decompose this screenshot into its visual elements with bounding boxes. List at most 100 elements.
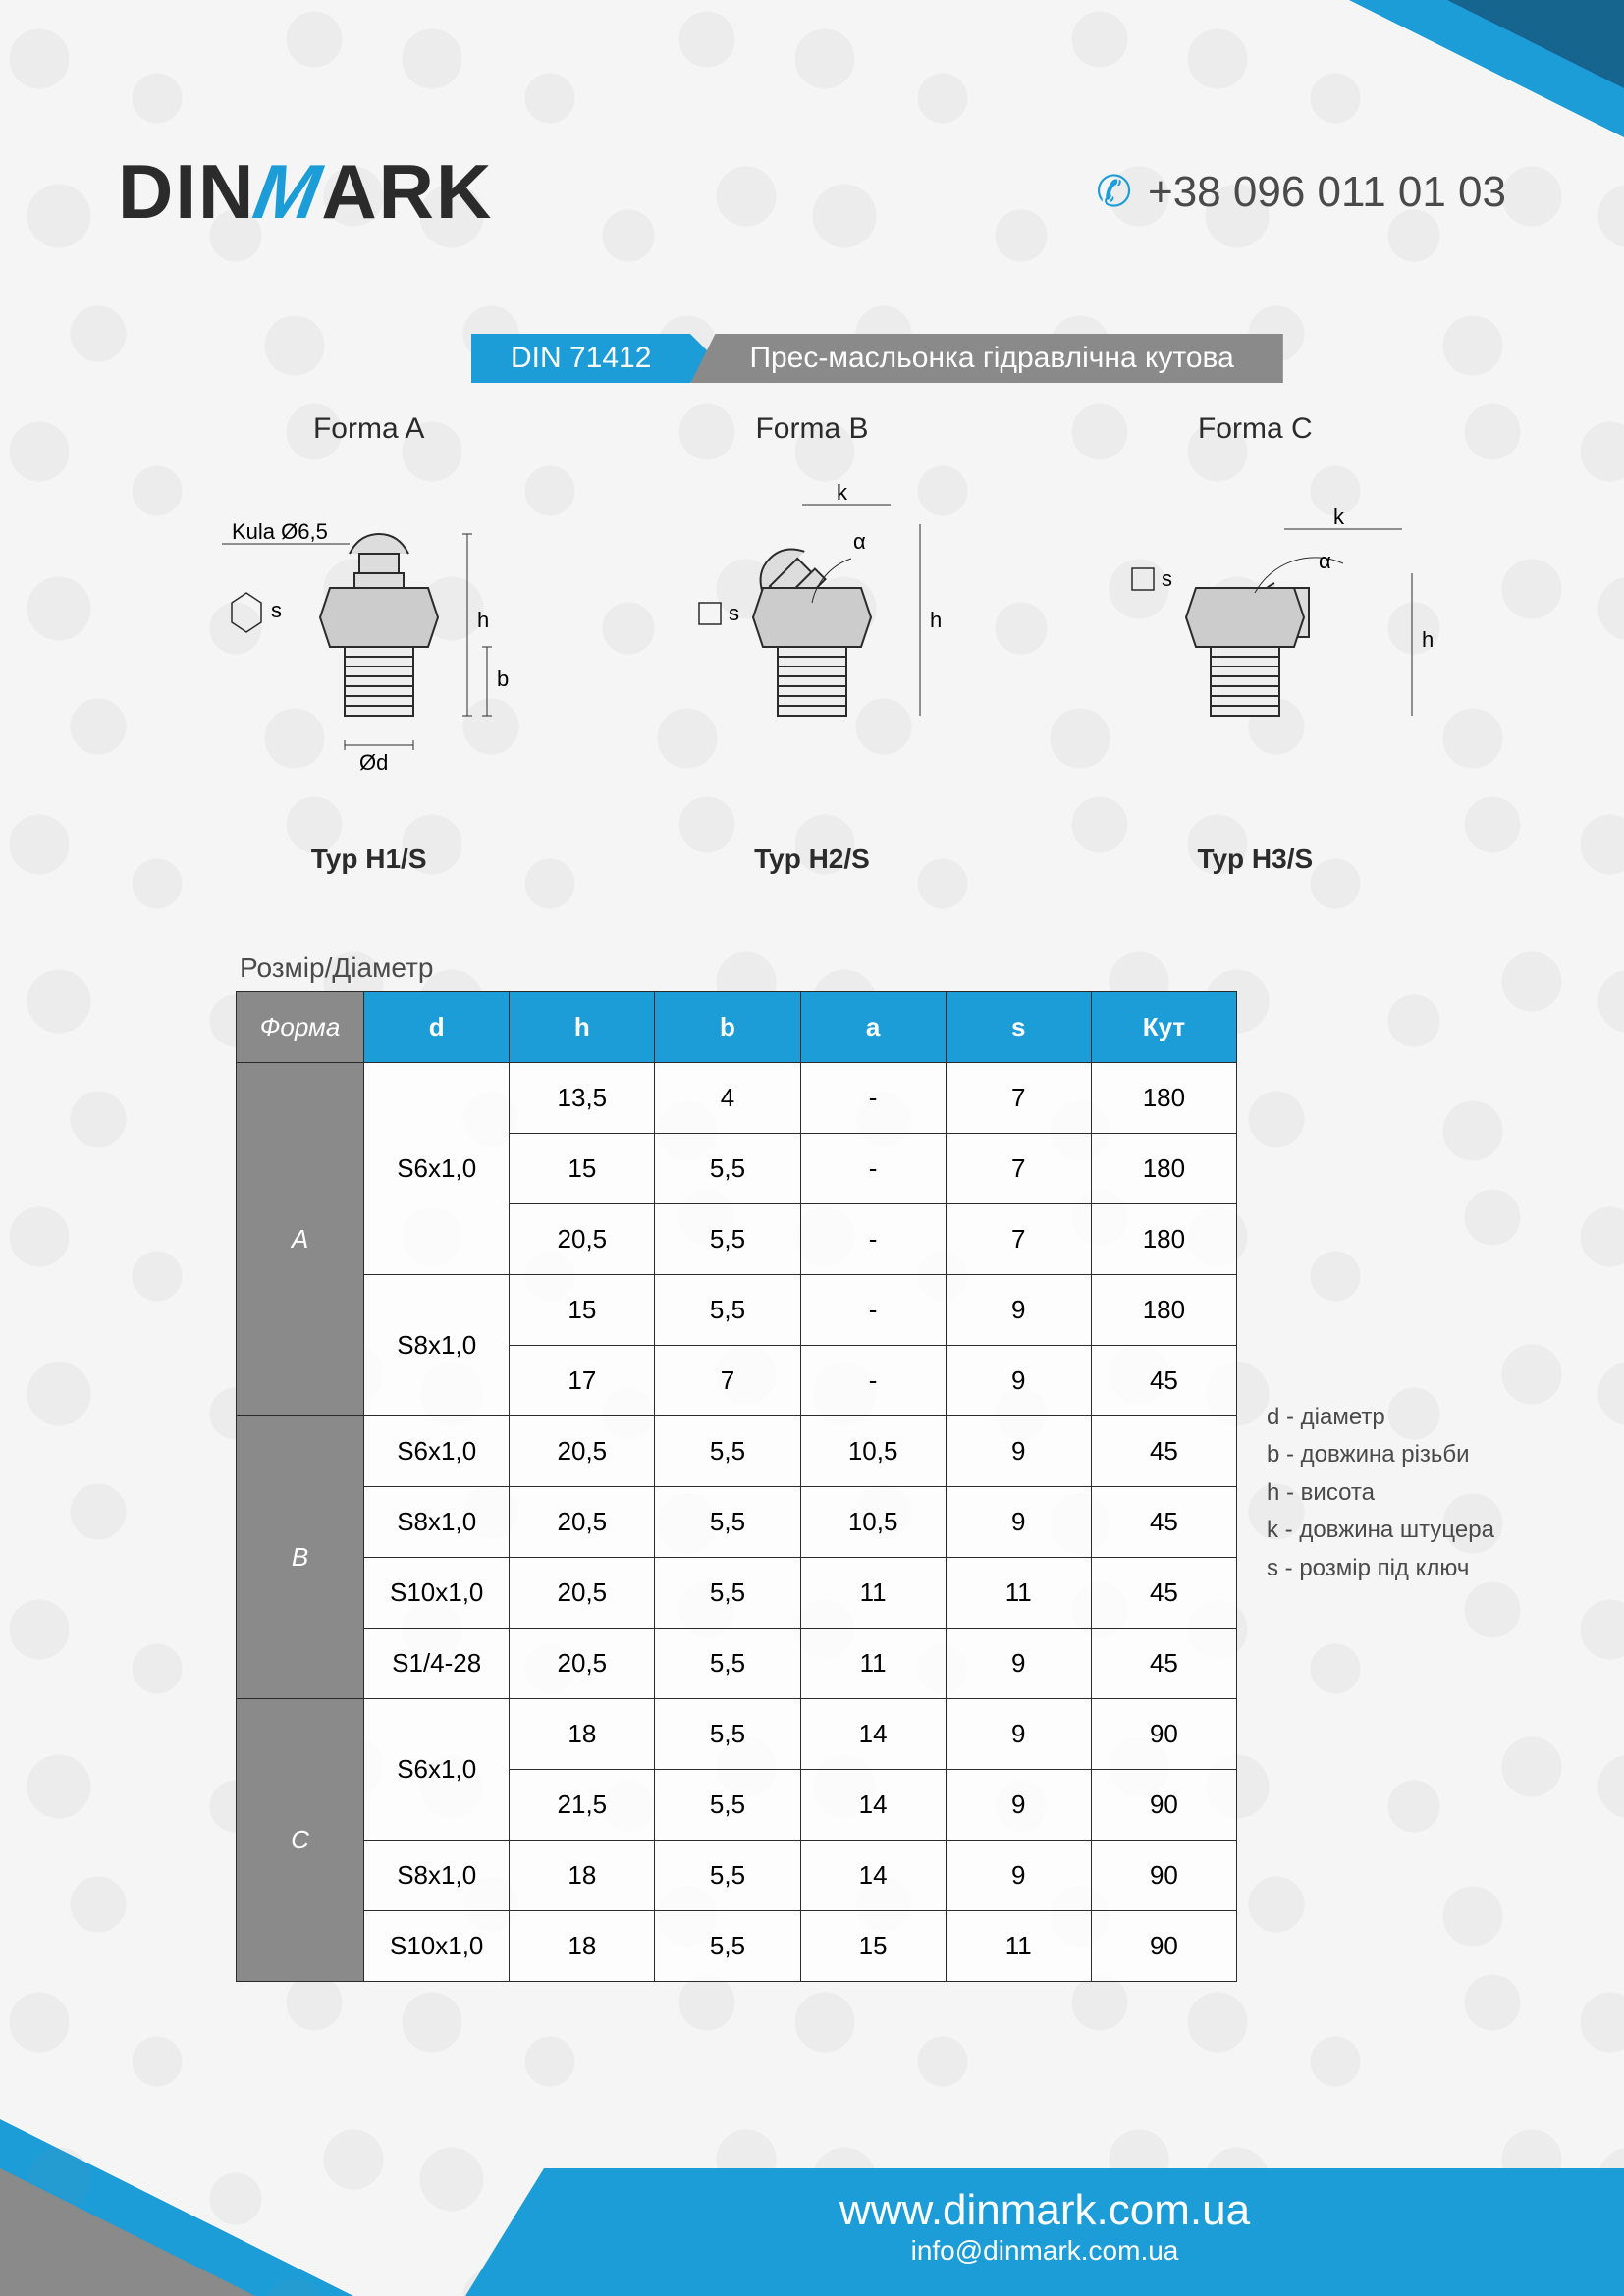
cell-a: 11: [800, 1558, 946, 1629]
cell-kut: 90: [1091, 1911, 1236, 1982]
th-b: b: [655, 992, 800, 1063]
spec-table: Форма d h b a s Кут AS6x1,013,54-7180155…: [236, 991, 1237, 1982]
table-row: S8x1,020,55,510,5945: [237, 1487, 1237, 1558]
cell-s: 9: [946, 1699, 1091, 1770]
cell-d: S8x1,0: [364, 1275, 510, 1416]
cell-h: 17: [510, 1346, 655, 1416]
diagrams-row: Forma A: [147, 412, 1477, 875]
diagram-a-d: Ød: [359, 750, 388, 774]
cell-a: 15: [800, 1911, 946, 1982]
table-row: BS6x1,020,55,510,5945: [237, 1416, 1237, 1487]
footer: www.dinmark.com.ua info@dinmark.com.ua: [0, 2119, 1624, 2296]
diagram-b-s: s: [729, 601, 739, 625]
logo-text-post: ARK: [321, 148, 493, 235]
diagram-c-label: Forma C: [1049, 412, 1461, 446]
cell-b: 5,5: [655, 1699, 800, 1770]
cell-a: 10,5: [800, 1416, 946, 1487]
table-wrap: Розмір/Діаметр Форма d h b a s Кут AS6x1…: [236, 952, 1237, 1982]
diagram-a-type: Typ H1/S: [163, 843, 575, 875]
cell-b: 5,5: [655, 1629, 800, 1699]
cell-forma: C: [237, 1699, 364, 1982]
phone-icon: ✆: [1096, 167, 1132, 217]
table-header-row: Форма d h b a s Кут: [237, 992, 1237, 1063]
cell-s: 9: [946, 1629, 1091, 1699]
diagram-b-k: k: [837, 480, 848, 505]
cell-kut: 180: [1091, 1204, 1236, 1275]
diagram-a-b: b: [497, 667, 509, 691]
footer-triangle-grey: [0, 2168, 255, 2296]
cell-forma: A: [237, 1063, 364, 1416]
cell-forma: B: [237, 1416, 364, 1699]
corner-decoration-dark: [1447, 0, 1624, 88]
cell-s: 7: [946, 1134, 1091, 1204]
cell-s: 11: [946, 1911, 1091, 1982]
diagram-b: Forma B: [606, 412, 1018, 875]
cell-a: 14: [800, 1770, 946, 1841]
legend: d - діаметр b - довжина різьби h - висот…: [1267, 1399, 1494, 1587]
cell-h: 18: [510, 1699, 655, 1770]
th-kut: Кут: [1091, 992, 1236, 1063]
table-row: S10x1,0185,5151190: [237, 1911, 1237, 1982]
cell-s: 9: [946, 1487, 1091, 1558]
cell-s: 7: [946, 1063, 1091, 1134]
table-row: S8x1,0185,514990: [237, 1841, 1237, 1911]
title-code: DIN 71412: [471, 334, 690, 383]
cell-a: -: [800, 1346, 946, 1416]
table-title: Розмір/Діаметр: [240, 952, 1237, 984]
th-h: h: [510, 992, 655, 1063]
logo: DINMARK: [118, 147, 493, 237]
cell-h: 18: [510, 1911, 655, 1982]
cell-h: 20,5: [510, 1416, 655, 1487]
cell-d: S6x1,0: [364, 1699, 510, 1841]
footer-bar: www.dinmark.com.ua info@dinmark.com.ua: [465, 2168, 1624, 2296]
cell-s: 9: [946, 1416, 1091, 1487]
cell-d: S6x1,0: [364, 1063, 510, 1275]
cell-kut: 180: [1091, 1063, 1236, 1134]
cell-kut: 45: [1091, 1629, 1236, 1699]
diagram-a-s: s: [271, 598, 282, 622]
cell-b: 4: [655, 1063, 800, 1134]
cell-s: 9: [946, 1346, 1091, 1416]
cell-d: S8x1,0: [364, 1841, 510, 1911]
legend-k: k - довжина штуцера: [1267, 1512, 1494, 1549]
cell-kut: 180: [1091, 1134, 1236, 1204]
cell-h: 20,5: [510, 1629, 655, 1699]
cell-b: 7: [655, 1346, 800, 1416]
cell-a: -: [800, 1063, 946, 1134]
cell-a: 10,5: [800, 1487, 946, 1558]
diagram-c: Forma C: [1049, 412, 1461, 875]
table-row: S10x1,020,55,5111145: [237, 1558, 1237, 1629]
cell-b: 5,5: [655, 1134, 800, 1204]
cell-kut: 45: [1091, 1346, 1236, 1416]
cell-s: 9: [946, 1770, 1091, 1841]
cell-kut: 90: [1091, 1841, 1236, 1911]
cell-s: 9: [946, 1841, 1091, 1911]
header: DINMARK ✆ +38 096 011 01 03: [118, 147, 1506, 237]
cell-b: 5,5: [655, 1416, 800, 1487]
diagram-c-h: h: [1422, 627, 1434, 652]
cell-d: S8x1,0: [364, 1487, 510, 1558]
diagram-c-s: s: [1162, 566, 1172, 591]
cell-b: 5,5: [655, 1558, 800, 1629]
cell-kut: 90: [1091, 1770, 1236, 1841]
cell-b: 5,5: [655, 1841, 800, 1911]
th-s: s: [946, 992, 1091, 1063]
cell-b: 5,5: [655, 1275, 800, 1346]
cell-b: 5,5: [655, 1487, 800, 1558]
cell-b: 5,5: [655, 1770, 800, 1841]
title-desc: Прес-масльонка гідравлічна кутова: [690, 334, 1282, 383]
cell-h: 21,5: [510, 1770, 655, 1841]
legend-b: b - довжина різьби: [1267, 1436, 1494, 1473]
diagram-a: Forma A: [163, 412, 575, 875]
th-forma: Форма: [237, 992, 364, 1063]
diagram-c-a: α: [1319, 549, 1331, 573]
cell-kut: 45: [1091, 1416, 1236, 1487]
cell-kut: 90: [1091, 1699, 1236, 1770]
table-row: CS6x1,0185,514990: [237, 1699, 1237, 1770]
cell-h: 13,5: [510, 1063, 655, 1134]
cell-h: 20,5: [510, 1558, 655, 1629]
cell-s: 11: [946, 1558, 1091, 1629]
cell-h: 20,5: [510, 1487, 655, 1558]
cell-b: 5,5: [655, 1204, 800, 1275]
diagram-a-kula: Kula Ø6,5: [232, 519, 328, 544]
